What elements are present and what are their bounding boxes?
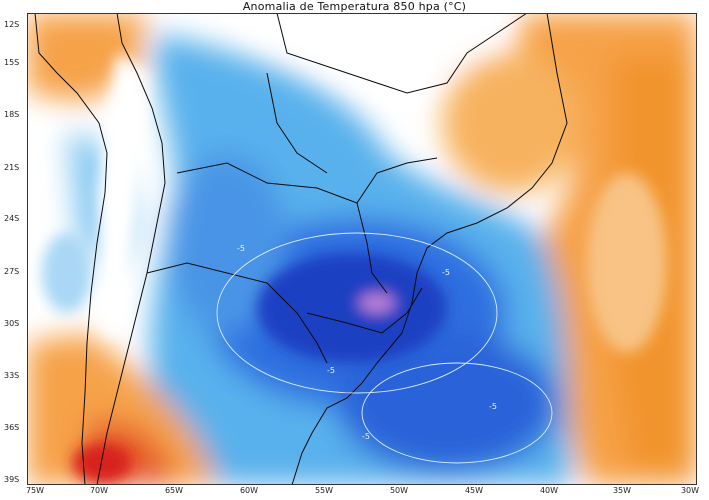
lon-label: 50W — [389, 486, 409, 495]
lat-label: 27S — [4, 267, 20, 276]
lon-label: 45W — [464, 486, 484, 495]
lon-label: 35W — [612, 486, 632, 495]
lon-label: 70W — [89, 486, 109, 495]
contour-lines — [216, 232, 553, 464]
lat-label: 12S — [4, 20, 20, 29]
lon-label: 60W — [239, 486, 259, 495]
map-border — [27, 13, 697, 485]
contour-label: -5 — [327, 366, 335, 375]
coastlines — [34, 13, 568, 485]
lon-label: 55W — [314, 486, 334, 495]
map-title: Anomalia de Temperatura 850 hpa (°C) — [242, 0, 467, 13]
lat-label: 15S — [4, 58, 20, 67]
contour-label: -5 — [362, 432, 370, 441]
contour-label: -5 — [442, 268, 450, 277]
lon-label: 40W — [539, 486, 559, 495]
temperature-anomaly-map: -5 -5 -5 -5 -5 — [27, 13, 697, 485]
lon-label: 75W — [25, 486, 45, 495]
lat-label: 18S — [4, 110, 20, 119]
lat-label: 30S — [4, 319, 20, 328]
contour-label: -5 — [237, 244, 245, 253]
lon-label: 65W — [164, 486, 184, 495]
lat-label: 24S — [4, 214, 20, 223]
lat-label: 33S — [4, 371, 20, 380]
lon-label: 30W — [680, 486, 700, 495]
contour-label: -5 — [489, 402, 497, 411]
lat-label: 21S — [4, 163, 20, 172]
lat-label: 39S — [4, 475, 20, 484]
lat-label: 36S — [4, 423, 20, 432]
